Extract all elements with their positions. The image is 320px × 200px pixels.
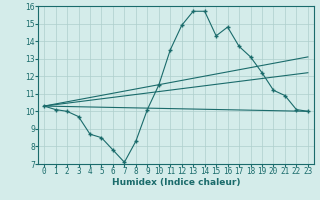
X-axis label: Humidex (Indice chaleur): Humidex (Indice chaleur) — [112, 178, 240, 187]
